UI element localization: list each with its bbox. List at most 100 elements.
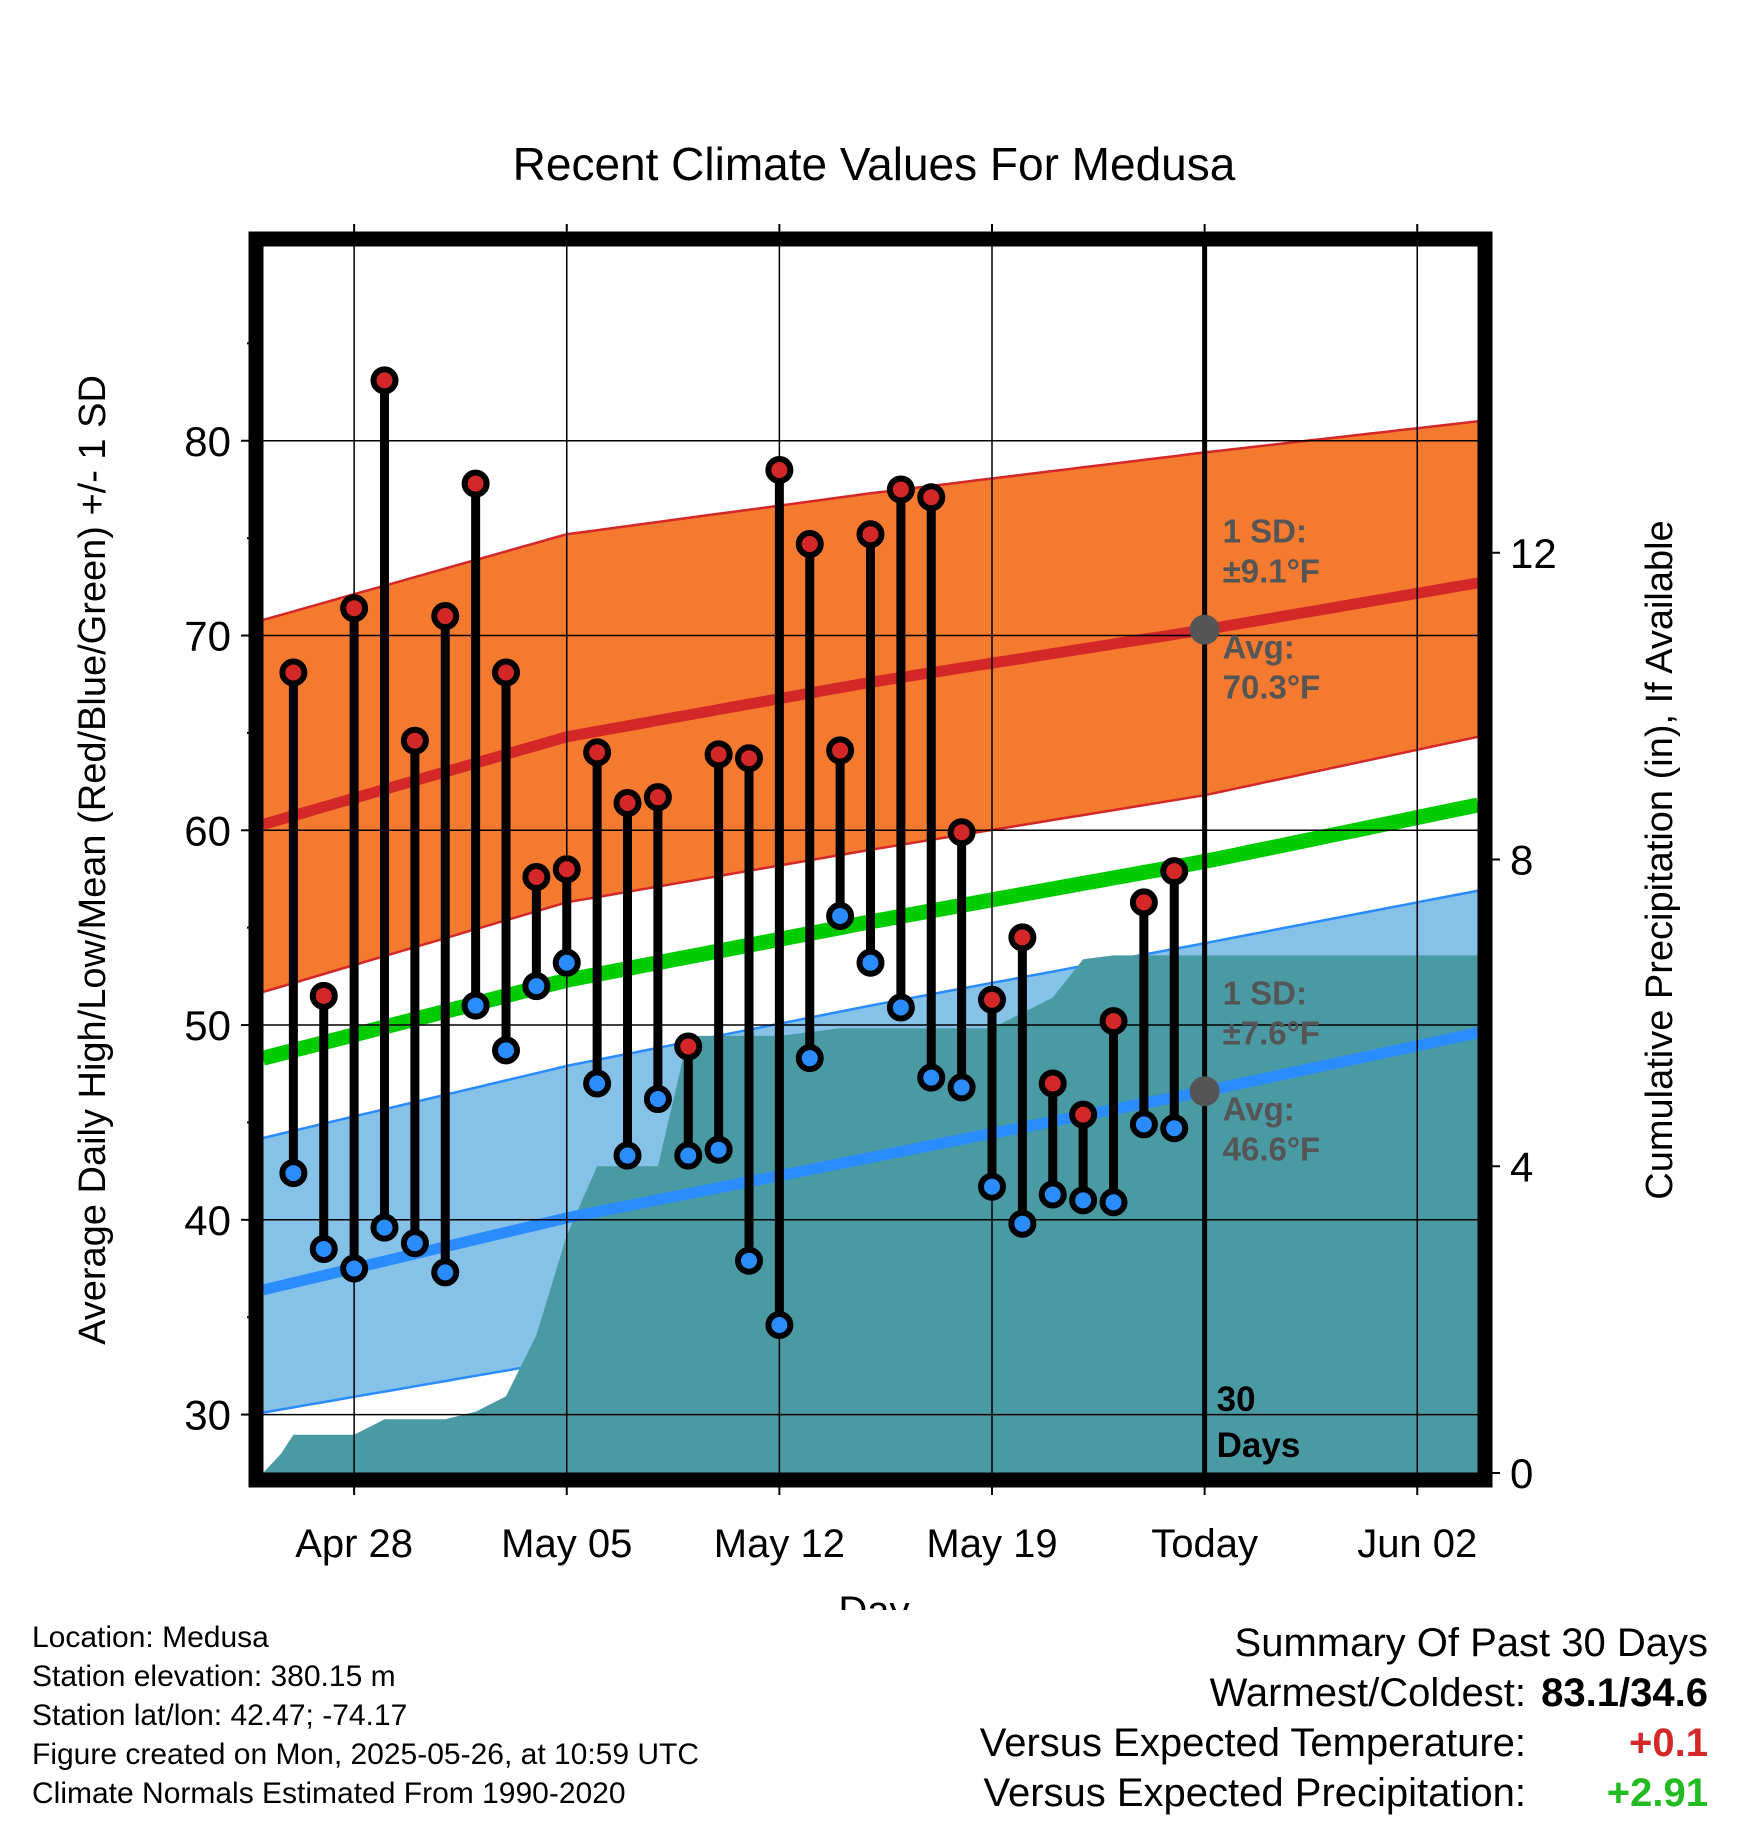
daily-low-point: [370, 1213, 399, 1242]
x-axis-label: Day: [838, 1589, 909, 1610]
daily-high-point: [492, 658, 520, 687]
daily-high-point: [431, 602, 460, 631]
y2-axis-label: Cumulative Precipitation (in), If Availa…: [1639, 520, 1681, 1199]
y-tick-label: 50: [184, 1002, 231, 1049]
daily-low-point: [826, 901, 855, 930]
daily-low-point: [279, 1159, 308, 1188]
daily-high-point: [856, 520, 885, 549]
high-avg-marker: [1189, 614, 1220, 645]
x-tick-label: May 05: [501, 1522, 632, 1566]
daily-low-point: [522, 972, 551, 1001]
daily-high-point: [917, 483, 946, 512]
daily-low-point: [583, 1069, 612, 1098]
daily-low-point: [643, 1085, 672, 1114]
daily-high-point: [704, 740, 733, 769]
y-tick-label: 30: [184, 1392, 231, 1439]
daily-low-point: [735, 1246, 763, 1275]
high-upper-edge: [263, 420, 1478, 622]
warmest-value: 83.1/34.6: [1541, 1671, 1708, 1715]
temp-label: Versus Expected Temperature:: [979, 1721, 1526, 1765]
x-tick-label: Jun 02: [1357, 1522, 1477, 1566]
y-axis-label: Average Daily High/Low/Mean (Red/Blue/Gr…: [72, 375, 114, 1345]
x-tick-label: Apr 28: [295, 1522, 413, 1566]
daily-high-point: [1008, 923, 1037, 952]
daily-low-point: [1069, 1186, 1098, 1215]
daily-low-point: [1160, 1114, 1189, 1143]
low-sd-label: 1 SD:: [1223, 974, 1307, 1011]
daily-low-point: [856, 948, 885, 977]
daily-high-point: [1099, 1007, 1128, 1036]
daily-high-point: [735, 744, 763, 773]
daily-high-point: [552, 855, 581, 884]
latlon-text: Station lat/lon: 42.47; -74.17: [32, 1699, 408, 1732]
daily-high-point: [370, 366, 399, 395]
precip-label: Versus Expected Precipitation:: [983, 1771, 1526, 1815]
daily-high-point: [886, 475, 915, 504]
daily-low-point: [400, 1229, 429, 1258]
daily-low-point: [674, 1141, 703, 1170]
daily-high-point: [522, 863, 551, 892]
today-days-label: 30: [1217, 1380, 1256, 1419]
daily-high-point: [613, 789, 642, 818]
daily-low-point: [1099, 1188, 1128, 1217]
high-avg-value: 70.3°F: [1223, 669, 1321, 706]
daily-high-point: [674, 1032, 703, 1061]
high-sd-label: 1 SD:: [1223, 513, 1307, 550]
today-days-label: Days: [1217, 1426, 1301, 1465]
summary-title: Summary Of Past 30 Days: [1234, 1621, 1708, 1665]
normals-text: Climate Normals Estimated From 1990-2020: [32, 1777, 626, 1810]
daily-low-point: [1008, 1209, 1037, 1238]
daily-high-point: [309, 981, 338, 1010]
daily-high-point: [340, 594, 369, 623]
y2-tick-label: 0: [1510, 1450, 1533, 1497]
low-sd-value: ±7.6°F: [1223, 1014, 1320, 1051]
low-upper-edge: [263, 889, 1478, 1140]
daily-high-point: [583, 738, 612, 767]
daily-high-point: [279, 658, 308, 687]
low-normal-line: [263, 1027, 1478, 1296]
daily-low-point: [765, 1310, 794, 1339]
low-avg-label: Avg:: [1223, 1090, 1295, 1127]
y-tick-label: 60: [184, 807, 231, 854]
y-tick-label: 80: [184, 418, 231, 465]
daily-high-point: [765, 455, 794, 484]
warmest-label: Warmest/Coldest:: [1209, 1671, 1526, 1715]
precip-value: +2.91: [1606, 1771, 1708, 1815]
daily-low-point: [461, 991, 490, 1020]
low-avg-marker: [1189, 1076, 1220, 1107]
y-tick-label: 40: [184, 1197, 231, 1244]
temp-value: +0.1: [1629, 1721, 1708, 1765]
chart-title: Recent Climate Values For Medusa: [513, 138, 1236, 190]
daily-high-point: [400, 726, 429, 755]
summary-warmest-row: Warmest/Coldest: 83.1/34.6: [980, 1668, 1708, 1718]
summary-panel: Summary Of Past 30 Days Warmest/Coldest:…: [980, 1618, 1708, 1818]
daily-low-point: [704, 1135, 733, 1164]
x-tick-label: May 12: [714, 1522, 845, 1566]
daily-low-point: [552, 948, 581, 977]
location-text: Location: Medusa: [32, 1621, 269, 1654]
low-avg-value: 46.6°F: [1223, 1130, 1321, 1167]
daily-high-point: [1160, 857, 1189, 886]
summary-precip-row: Versus Expected Precipitation: +2.91: [980, 1768, 1708, 1818]
y2-tick-label: 12: [1510, 530, 1557, 577]
daily-low-point: [978, 1172, 1006, 1201]
daily-high-point: [1129, 888, 1158, 917]
summary-temp-row: Versus Expected Temperature: +0.1: [980, 1718, 1708, 1768]
elevation-text: Station elevation: 380.15 m: [32, 1660, 396, 1693]
daily-low-point: [1038, 1180, 1067, 1209]
daily-low-point: [309, 1235, 338, 1264]
daily-high-point: [643, 783, 672, 812]
climate-chart: Recent Climate Values For Medusa 1 SD:±9…: [72, 138, 1681, 1610]
daily-low-point: [431, 1258, 460, 1287]
high-avg-label: Avg:: [1223, 629, 1295, 666]
daily-low-point: [1129, 1110, 1158, 1139]
y2-tick-label: 4: [1510, 1143, 1533, 1190]
daily-high-point: [1038, 1069, 1067, 1098]
daily-high-point: [978, 985, 1006, 1014]
daily-high-point: [826, 736, 855, 765]
daily-low-point: [795, 1044, 824, 1073]
high-sd-value: ±9.1°F: [1223, 553, 1320, 590]
x-tick-label: Today: [1151, 1522, 1258, 1566]
